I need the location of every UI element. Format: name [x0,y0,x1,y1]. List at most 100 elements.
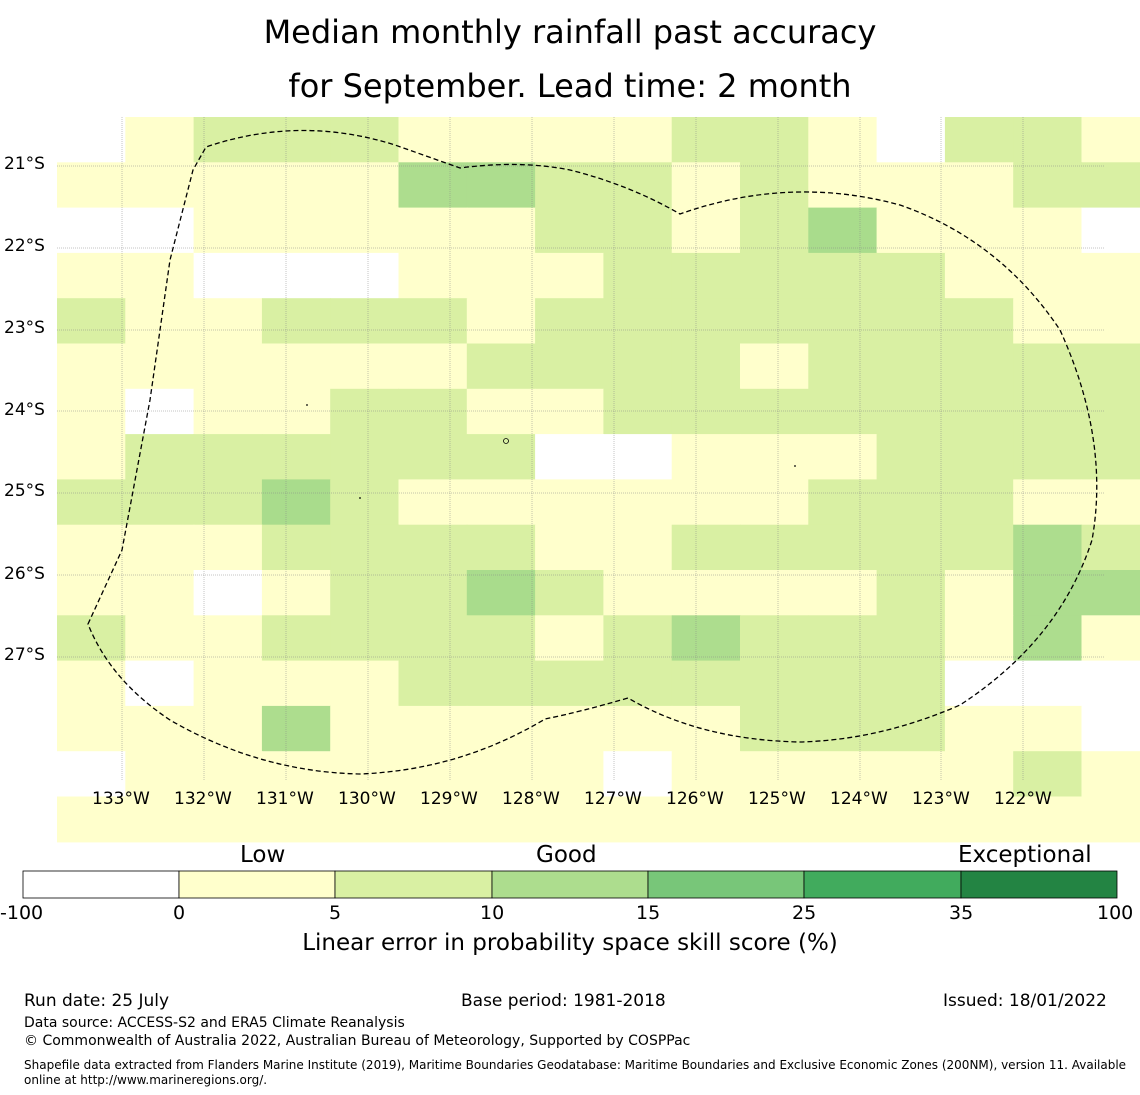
lon-label: 132°W [174,789,232,809]
grid-cell [876,524,946,571]
grid-cell [1081,660,1140,707]
island-markers [306,404,796,499]
grid-cell [125,796,195,843]
grid-cell [1013,796,1083,843]
grid-cell [1081,343,1140,390]
lat-label: 22°S [4,236,45,256]
lon-label: 129°W [420,789,478,809]
grid-cell [193,570,263,616]
grid-cell [125,117,195,163]
grid-cell [330,343,400,390]
grid-cell [261,298,331,345]
grid-cell [944,705,1014,752]
colorbar-tick: 5 [329,902,342,924]
grid-cell [876,343,946,390]
grid-cell [740,479,809,526]
grid-cell [193,796,263,843]
grid-cell [125,570,195,616]
grid-cell [261,705,331,752]
grid-cell [671,207,741,254]
grid-cell [193,751,263,798]
grid-cell [261,660,331,707]
grid-cell [535,162,604,209]
colorbar-tick: 100 [1097,902,1134,924]
grid-cell [603,207,673,254]
grid-cell [1013,207,1083,254]
grid-cell [603,252,673,299]
grid-cell [193,252,263,299]
grid-cell [808,117,878,163]
grid-cell [944,524,1014,571]
base-period: Base period: 1981-2018 [461,991,666,1011]
map-title: Median monthly rainfall past accuracy fo… [0,6,1140,114]
grid-cell [603,705,673,752]
grid-cell [1081,162,1140,209]
grid-cell [261,615,331,662]
grid-cell [944,207,1014,254]
grid-cell [57,207,126,254]
colorbar-segment [334,870,493,899]
grid-cell [330,388,400,435]
grid-cell [1013,751,1083,798]
colorbar-segment [491,870,649,899]
colorbar-segment [22,870,180,899]
grid-cell [740,117,809,163]
grid-cell [125,751,195,798]
grid-cell [57,252,126,299]
eez-boundary [87,129,1098,775]
grid-cell [193,479,263,526]
grid-cell [57,298,126,345]
colorbar-tick: 25 [792,902,817,924]
grid-cell [261,434,331,480]
grid-cell [535,252,604,299]
grid-cell [535,298,604,345]
grid-cell [125,479,195,526]
grid-cell [466,705,536,752]
grid-cell [398,162,468,209]
grid-cell [603,524,673,571]
grid-cell [125,615,195,662]
grid-cell [671,705,741,752]
grid-cell [944,298,1014,345]
grid-cell [876,162,946,209]
lon-label: 130°W [338,789,396,809]
grid-cell [603,751,673,798]
grid-cell [261,162,331,209]
grid-cell [57,524,126,571]
grid-cell [740,388,809,435]
grid-cell [1081,524,1140,571]
grid-cell [466,388,536,435]
grid-cell [740,252,809,299]
lat-label: 27°S [4,645,45,665]
grid-cell [535,751,604,798]
grid-cell [671,796,741,843]
grid-cell [740,615,809,662]
grid-cell [944,615,1014,662]
grid-cell [944,660,1014,707]
grid-cell [944,117,1014,163]
grid-cell [398,388,468,435]
colorbar-tick: 0 [173,902,186,924]
grid-cell [261,343,331,390]
grid-cell [466,524,536,571]
grid-cell [330,615,400,662]
grid-cell [1081,796,1140,843]
grid-cell [808,298,878,345]
grid-cell [466,751,536,798]
grid-cell [740,343,809,390]
grid-cell [944,434,1014,480]
grid-cell [1081,298,1140,345]
grid-cell [57,751,126,798]
grid-cell [1081,388,1140,435]
grid-cell [193,117,263,163]
title-line-1: Median monthly rainfall past accuracy [263,13,877,51]
colorbar [22,870,1118,899]
grid-cell [1013,524,1083,571]
lat-label: 26°S [4,564,45,584]
skill-grid [57,117,1140,843]
colorbar-tick: 35 [949,902,974,924]
grid-cell [808,479,878,526]
grid-cell [535,343,604,390]
grid-cell [808,660,878,707]
